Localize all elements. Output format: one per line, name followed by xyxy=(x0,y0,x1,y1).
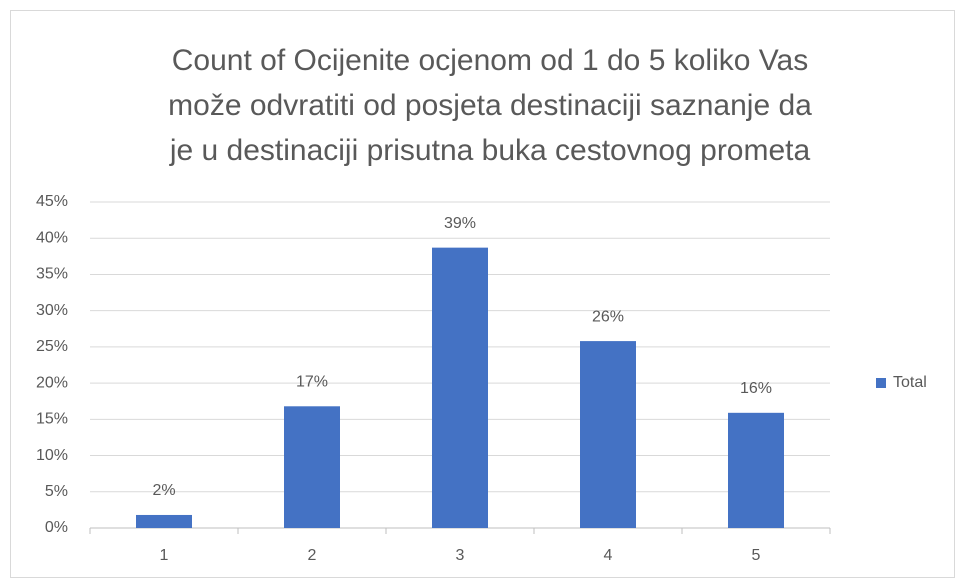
bar xyxy=(580,341,636,528)
bar xyxy=(432,247,488,528)
legend-swatch xyxy=(876,378,886,388)
x-tick-label: 4 xyxy=(604,547,613,564)
y-tick-label: 45% xyxy=(36,193,68,210)
chart-title: je u destinaciji prisutna buka cestovnog… xyxy=(169,134,811,167)
x-tick-label: 1 xyxy=(160,547,169,564)
data-label: 17% xyxy=(296,374,328,391)
data-label: 2% xyxy=(152,482,175,499)
data-label: 16% xyxy=(740,380,772,397)
bar xyxy=(728,412,784,528)
y-tick-label: 0% xyxy=(45,519,68,536)
bar xyxy=(284,406,340,528)
bar xyxy=(136,514,192,528)
y-tick-label: 25% xyxy=(36,338,68,355)
y-tick-label: 15% xyxy=(36,411,68,428)
y-tick-label: 40% xyxy=(36,229,68,246)
chart-title: Count of Ocijenite ocjenom od 1 do 5 kol… xyxy=(172,44,808,77)
data-label: 26% xyxy=(592,308,624,325)
data-label: 39% xyxy=(444,215,476,232)
y-tick-label: 35% xyxy=(36,266,68,283)
x-tick-label: 5 xyxy=(752,547,761,564)
chart-title: može odvratiti od posjeta destinaciji sa… xyxy=(168,89,812,122)
y-tick-label: 5% xyxy=(45,483,68,500)
x-tick-label: 2 xyxy=(308,547,317,564)
y-tick-label: 30% xyxy=(36,302,68,319)
y-tick-label: 20% xyxy=(36,374,68,391)
y-tick-label: 10% xyxy=(36,447,68,464)
x-tick-label: 3 xyxy=(456,547,465,564)
legend-label: Total xyxy=(893,374,927,391)
